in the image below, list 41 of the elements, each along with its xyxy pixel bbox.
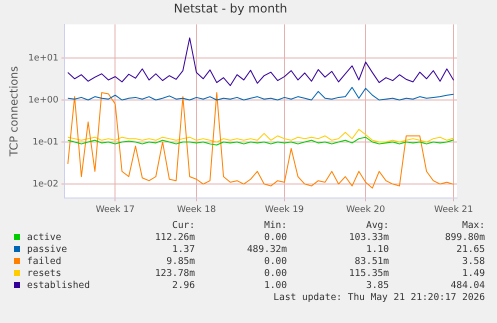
text: 21.65 bbox=[456, 244, 485, 255]
y-axis-title: TCP connections bbox=[7, 66, 20, 158]
x-tick-label: Week 19 bbox=[264, 204, 304, 215]
text: Last update: Thu May 21 21:20:17 2026 bbox=[273, 292, 485, 303]
chart-title: Netstat - by month bbox=[174, 1, 288, 16]
legend-label: established bbox=[27, 280, 90, 291]
y-tick-label: 1e-02 bbox=[32, 179, 58, 190]
text: Min: bbox=[264, 220, 287, 231]
legend-label: passive bbox=[27, 244, 68, 255]
text: 9.85m bbox=[166, 256, 195, 267]
text: 489.32m bbox=[246, 244, 287, 255]
text: 1.37 bbox=[172, 244, 195, 255]
text: 0.00 bbox=[264, 232, 287, 243]
text: 484.04 bbox=[450, 280, 485, 291]
text: 83.51m bbox=[354, 256, 389, 267]
legend-label: resets bbox=[27, 268, 62, 279]
text: 0.00 bbox=[264, 256, 287, 267]
text: 0.00 bbox=[264, 268, 287, 279]
text: 3.58 bbox=[462, 256, 485, 267]
x-tick-label: Week 20 bbox=[346, 204, 386, 215]
text: Avg: bbox=[366, 220, 389, 231]
legend-label: failed bbox=[27, 256, 62, 267]
y-tick-label: 1e+00 bbox=[28, 95, 59, 106]
text: 1.10 bbox=[366, 244, 389, 255]
legend-label: active bbox=[27, 232, 62, 243]
y-tick-label: 1e+01 bbox=[28, 53, 58, 64]
text: 2.96 bbox=[172, 280, 195, 291]
x-tick-label: Week 21 bbox=[434, 204, 474, 215]
text: 3.85 bbox=[366, 280, 389, 291]
text: 103.33m bbox=[348, 232, 389, 243]
text: Cur: bbox=[172, 220, 195, 231]
text: 123.78m bbox=[154, 268, 195, 279]
text: Max: bbox=[462, 220, 485, 231]
y-tick-label: 1e-01 bbox=[32, 137, 58, 148]
text: 115.35m bbox=[348, 268, 389, 279]
text: 112.26m bbox=[154, 232, 195, 243]
text: 899.80m bbox=[444, 232, 485, 243]
x-tick-label: Week 17 bbox=[96, 204, 135, 215]
text: 1.49 bbox=[462, 268, 485, 279]
text: 1.00 bbox=[264, 280, 287, 291]
x-tick-label: Week 18 bbox=[176, 204, 216, 215]
